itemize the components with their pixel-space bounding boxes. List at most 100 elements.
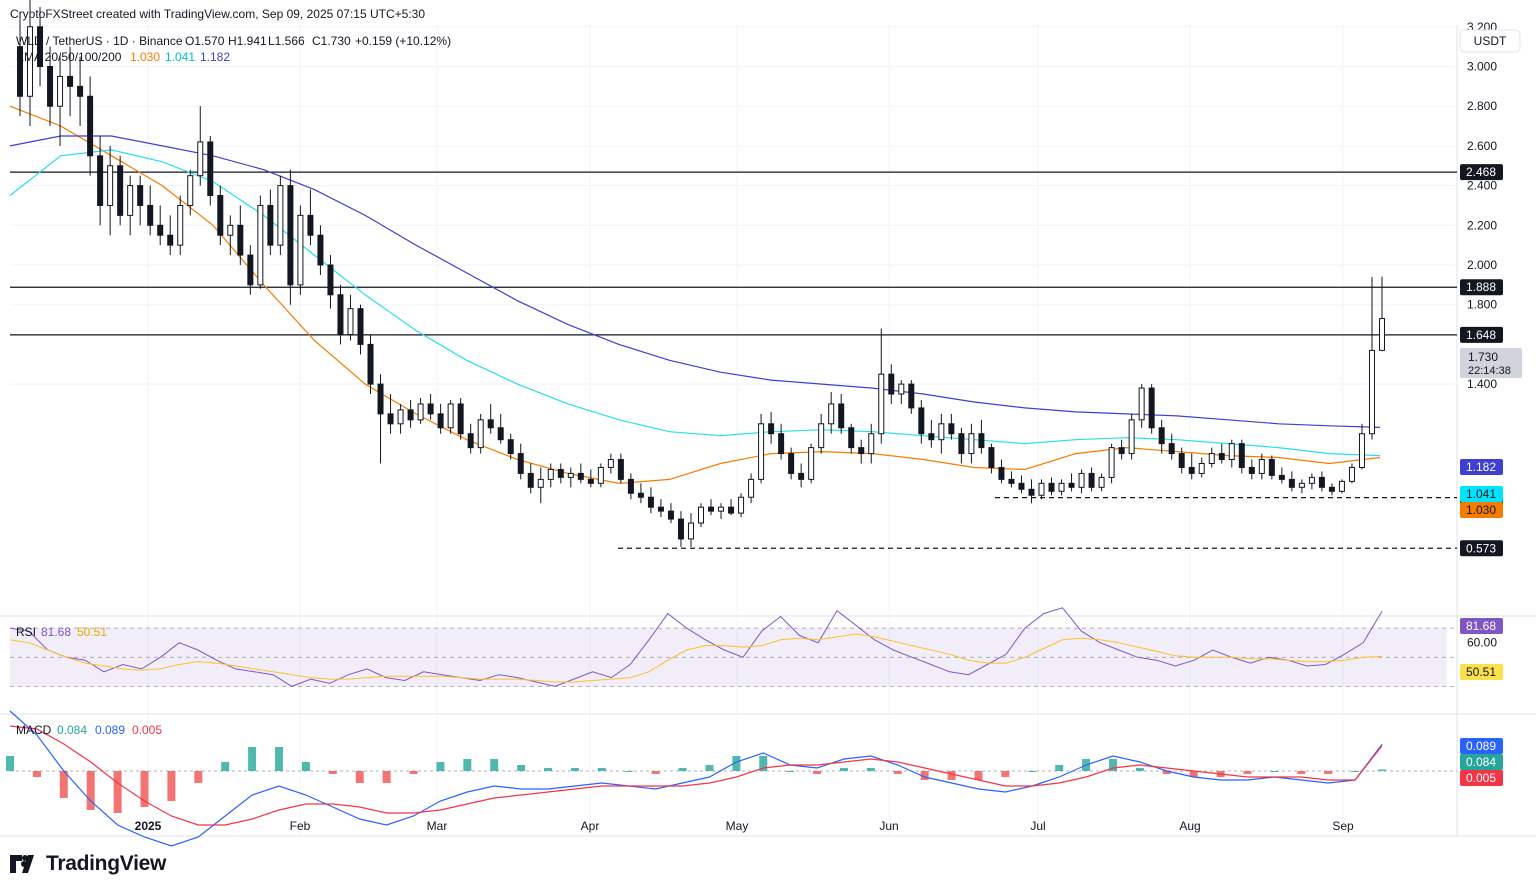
- ema-price-tag: [1460, 502, 1503, 518]
- candle-body: [47, 66, 54, 107]
- macd-value-tag: [1460, 770, 1503, 786]
- time-axis-label: Aug: [1179, 819, 1200, 833]
- candle: [37, 6, 44, 87]
- candle-body: [1048, 482, 1055, 492]
- candle: [357, 304, 364, 355]
- candle-body: [67, 75, 74, 87]
- candle-body: [908, 383, 915, 409]
- candle: [477, 413, 484, 454]
- currency-button-label[interactable]: USDT: [1474, 34, 1507, 48]
- candle-body: [1098, 476, 1105, 488]
- macd-value-tag-label: 0.089: [1466, 739, 1496, 753]
- candle: [1008, 471, 1015, 488]
- legend: WLD / TetherUS · 1D · Binance O1.570 H1.…: [16, 34, 451, 737]
- candle: [287, 169, 294, 305]
- candle: [1348, 463, 1355, 484]
- candle: [758, 413, 765, 484]
- candle-body: [647, 496, 654, 508]
- candle: [948, 413, 955, 440]
- macd-histogram-bar: [1135, 768, 1144, 771]
- candle-body: [617, 459, 624, 480]
- legend-rsi-label: RSI: [16, 625, 36, 639]
- candle-body: [1108, 447, 1115, 478]
- candle-body: [888, 373, 895, 395]
- candle-body: [738, 496, 745, 514]
- candle-body: [1338, 480, 1345, 492]
- candle: [1288, 471, 1295, 492]
- candle: [978, 419, 985, 454]
- candle: [768, 411, 775, 444]
- candle: [988, 443, 995, 474]
- candle-body: [858, 447, 865, 455]
- candle: [718, 503, 725, 520]
- rsi-value-tag: [1460, 618, 1503, 634]
- candle: [377, 374, 384, 464]
- candle: [157, 205, 164, 246]
- candle-body: [197, 141, 204, 177]
- candle: [1218, 443, 1225, 464]
- macd-histogram-bar: [1324, 771, 1333, 774]
- candle: [798, 463, 805, 488]
- legend-rsi-value: 81.68: [41, 625, 71, 639]
- candle-body: [1358, 433, 1365, 468]
- macd-histogram-bar: [1270, 771, 1279, 772]
- macd-histogram-bar: [409, 771, 418, 774]
- candle: [1198, 457, 1205, 478]
- candle-body: [1118, 447, 1125, 455]
- candle: [437, 403, 444, 434]
- candle-body: [1018, 482, 1025, 490]
- candle-body: [87, 95, 94, 157]
- candle-body: [918, 407, 925, 435]
- candle: [87, 76, 94, 176]
- candle: [337, 284, 344, 345]
- candle-body: [1288, 478, 1295, 488]
- candle-body: [958, 433, 965, 455]
- candle: [427, 394, 434, 420]
- ema-line-0: [9, 105, 1381, 485]
- candle-body: [147, 204, 154, 226]
- level-tag-label: 1.648: [1466, 328, 1496, 342]
- candle: [1328, 483, 1335, 496]
- macd-histogram-bar: [839, 768, 848, 771]
- candle-body: [1068, 482, 1075, 488]
- candle-body: [397, 409, 404, 425]
- candle-body: [1168, 443, 1175, 455]
- candle: [187, 169, 194, 216]
- legend-ema50-value: 1.030: [130, 50, 160, 64]
- candle-body: [207, 141, 214, 197]
- candle: [868, 423, 875, 464]
- candle-body: [818, 423, 825, 449]
- macd-histogram-bar: [893, 771, 902, 774]
- candle-body: [1228, 443, 1235, 461]
- price-tick-label: 3.000: [1467, 60, 1497, 74]
- macd-histogram-bar: [490, 759, 499, 771]
- candle-body: [477, 419, 484, 449]
- candle-body: [667, 510, 674, 520]
- macd-histogram-bar: [301, 762, 310, 771]
- candle: [147, 185, 154, 236]
- currency-button[interactable]: USDT: [1459, 29, 1521, 53]
- macd-histogram-bar: [597, 768, 606, 771]
- candle: [708, 499, 715, 516]
- macd-histogram-bar: [6, 756, 14, 771]
- macd-histogram-bar: [86, 771, 95, 810]
- candle-body: [557, 468, 564, 478]
- ema-price-tag-label: 1.182: [1466, 460, 1496, 474]
- macd-histogram-bar: [1243, 771, 1252, 774]
- candle-body: [838, 403, 845, 429]
- price-chart[interactable]: 3.2003.0002.8002.6002.4002.2002.0001.800…: [0, 0, 1536, 850]
- candle: [607, 453, 614, 474]
- time-axis-label: Sep: [1332, 819, 1354, 833]
- level-tag: [1460, 326, 1503, 343]
- candle-body: [1379, 318, 1385, 351]
- macd-histogram-bar: [678, 768, 687, 771]
- current-price-label: 1.730: [1468, 350, 1498, 364]
- rsi-ma-value-tag-label: 50.51: [1466, 665, 1496, 679]
- candle: [397, 403, 404, 434]
- candle-body: [718, 506, 725, 512]
- candle: [407, 399, 414, 428]
- time-axis-label: Feb: [290, 819, 311, 833]
- candle: [1108, 443, 1115, 484]
- candle: [888, 364, 895, 404]
- candle: [938, 413, 945, 454]
